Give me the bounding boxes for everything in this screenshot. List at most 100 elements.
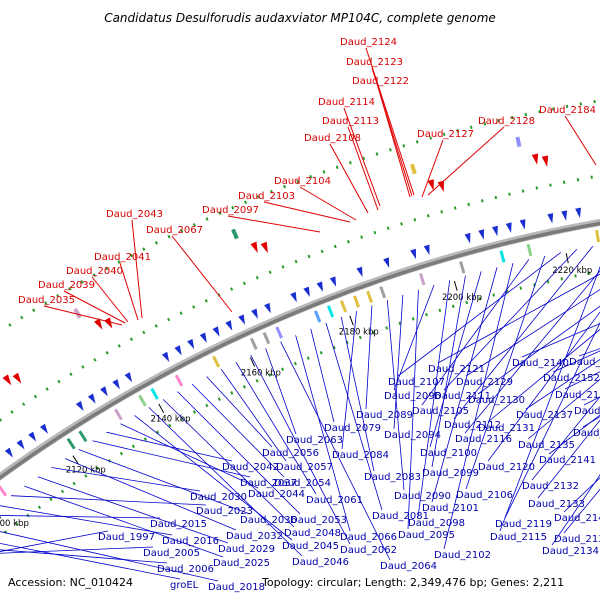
gene-block: [114, 408, 123, 421]
gene-leader: [537, 419, 600, 499]
gene-label: Daud_2100: [420, 448, 477, 459]
kbp-tick-mark: [158, 403, 165, 414]
gene-label: groEL: [170, 580, 199, 591]
strand-arrow: [264, 302, 271, 314]
gene-leader: [295, 335, 351, 532]
kbp-tick-mark: [249, 357, 256, 367]
gene-label: Daud_2006: [157, 564, 214, 575]
highlight-arrow: [531, 153, 539, 165]
highlight-label: Daud_2039: [38, 280, 95, 291]
genome-backbone: [0, 218, 600, 481]
gene-leader: [37, 476, 229, 544]
gene-label: Daud_2119: [495, 519, 552, 530]
gene-label: Daud_2063: [286, 435, 343, 446]
gene-leader: [220, 368, 287, 462]
gene-block: [249, 337, 258, 350]
gene-label: Daud_2135: [518, 440, 575, 451]
gene-block: [150, 387, 159, 400]
gene-label: Daud_2101: [422, 503, 479, 514]
gene-leader: [464, 270, 600, 434]
gene-leader: [431, 275, 466, 468]
strand-arrow: [75, 400, 84, 412]
gene-block: [459, 261, 466, 274]
gene-label: Daud_2155: [555, 390, 600, 401]
gene-label: Daud_2023: [196, 506, 253, 517]
gene-leader: [551, 474, 600, 546]
gene-label: Daud_2142: [554, 513, 600, 524]
gene-label: Daud_2029: [218, 544, 275, 555]
gene-leader: [417, 280, 451, 518]
gene-label: Daud_2053: [290, 515, 347, 526]
gene-label: Daud_2107: [388, 377, 445, 388]
gene-label: Daud_2061: [306, 495, 363, 506]
highlight-arrow: [2, 374, 12, 386]
gene-label: Daud_2160: [573, 428, 600, 439]
gene-label: Daud_2089: [356, 410, 413, 421]
gene-label: Daud_2120: [478, 462, 535, 473]
highlight-arrow: [427, 179, 434, 191]
highlight-label: Daud_2123: [346, 57, 403, 68]
strand-arrow: [187, 338, 195, 350]
gene-leader: [386, 300, 405, 491]
gene-label: Daud_2054: [274, 478, 331, 489]
gene-leader: [531, 396, 600, 481]
gene-leader: [477, 305, 600, 395]
gene-leader: [365, 305, 373, 410]
kbp-tick-mark: [349, 315, 354, 326]
gene-label: Daud_2152: [543, 373, 600, 384]
gene-label: Daud_2081: [372, 511, 429, 522]
gene-leader: [51, 467, 201, 492]
gene-leader: [120, 423, 259, 489]
highlight-leader: [427, 126, 505, 196]
highlight-leader: [365, 47, 415, 196]
gene-leader: [148, 407, 303, 557]
gene-label: Daud_2048: [284, 528, 341, 539]
kbp-tick-label: 2180 kbp: [339, 328, 379, 338]
gene-leader: [265, 348, 297, 435]
gene-leader: [280, 341, 391, 561]
dotted-ring-0: [0, 269, 600, 539]
gene-label: Daud_2062: [340, 545, 397, 556]
gene-leader: [521, 323, 600, 358]
gene-block: [78, 430, 88, 443]
gene-label: Daud_2111: [434, 391, 491, 402]
strand-arrow: [39, 423, 48, 434]
strand-arrow: [423, 244, 430, 256]
gene-label: Daud_2098: [408, 518, 465, 529]
gene-leader: [437, 273, 600, 364]
gene-leader: [527, 378, 600, 440]
strand-arrow: [16, 439, 25, 450]
strand-arrow: [329, 276, 337, 287]
strand-arrow: [238, 314, 246, 325]
highlight-leader: [43, 305, 123, 326]
gene-leader: [453, 245, 594, 420]
gene-label: Daud_2057: [276, 462, 333, 473]
gene-leader: [0, 531, 219, 582]
gene-label: Daud_2030: [190, 492, 247, 503]
gene-label: Daud_2141: [539, 455, 596, 466]
gene-leader: [0, 515, 161, 519]
gene-leader: [191, 383, 285, 478]
gene-label: Daud_2105: [412, 406, 469, 417]
gene-leader: [250, 354, 351, 545]
highlight-label: Daud_2041: [94, 252, 151, 263]
gene-block: [66, 437, 76, 450]
gene-leader: [235, 361, 317, 495]
strand-arrow: [199, 332, 207, 343]
gene-leader: [162, 399, 295, 528]
gene-label: Daud_2064: [380, 561, 437, 572]
gene-block: [212, 355, 221, 368]
gene-block: [314, 310, 322, 323]
gene-label: Daud_2066: [340, 532, 397, 543]
gene-label: Daud_2102: [434, 550, 491, 561]
gene-leader: [465, 255, 546, 490]
gene-block: [419, 273, 426, 286]
gene-leader: [421, 259, 530, 406]
gene-label: Daud_2079: [324, 423, 381, 434]
highlight-label: Daud_2124: [340, 37, 397, 48]
gene-block: [339, 300, 348, 313]
strand-arrow: [303, 286, 310, 297]
gene-label: Daud_2121: [428, 364, 485, 375]
highlight-leader: [371, 67, 413, 197]
